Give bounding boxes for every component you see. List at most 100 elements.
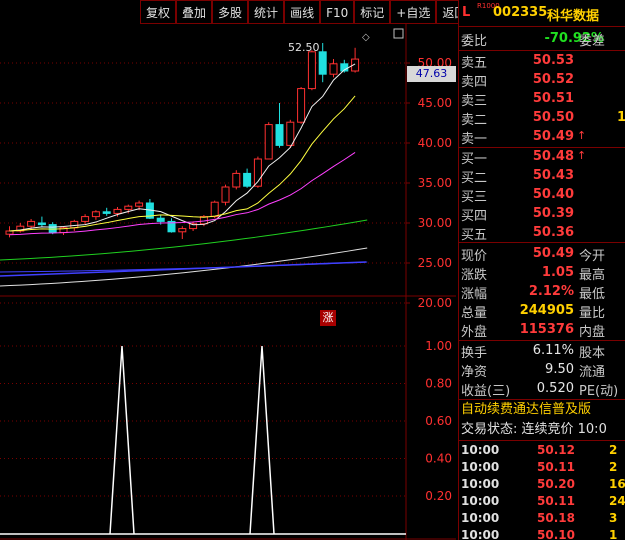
ma20-line [9, 152, 356, 236]
tick-price: 50.12 [537, 443, 575, 457]
buy-level-row[interactable]: 买三 50.40 [459, 185, 625, 205]
quote-stat-label: 总量 [461, 306, 488, 321]
buy-level-row[interactable]: 买五 50.36 [459, 223, 625, 243]
quote-stat-label2: 量比 [579, 306, 606, 321]
level-logo: L [462, 5, 471, 20]
fund-stat-value: 9.50 [545, 362, 574, 377]
sell-level-price: 50.49 [532, 129, 574, 144]
chart-area[interactable]: 50.00 45.00 40.00 35.00 30.00 25.00 20.00 1.00 0… [0, 24, 456, 540]
f10-button[interactable]: F10 [320, 0, 355, 24]
candle-body [232, 172, 241, 188]
buy-level-row[interactable]: 买一 50.48 ↑ [459, 147, 625, 167]
candle-body [253, 158, 262, 187]
signal-spike [109, 345, 135, 535]
mark-button[interactable]: 标记 [354, 0, 391, 24]
buy-level-price: 50.36 [532, 225, 574, 240]
tick-volume: 16 [609, 477, 625, 491]
tick-time: 10:00 [461, 460, 500, 474]
tick-time: 10:00 [461, 511, 500, 525]
candle-body [124, 205, 133, 210]
sell-level-label: 卖五 [461, 56, 488, 71]
buy-level-row[interactable]: 买四 50.39 [459, 204, 625, 224]
sell-level-volume: 1 [617, 110, 625, 125]
quote-stat-value: 244905 [519, 303, 574, 318]
weicha-label: 委差 [579, 34, 606, 49]
stock-header: L R1000 002335 科华数据 [459, 2, 625, 24]
overlay-button[interactable]: 叠加 [176, 0, 213, 24]
indicator-axis-label: 0.40 [425, 452, 452, 466]
tick-price: 50.18 [537, 511, 575, 525]
price-axis-label: 40.00 [418, 136, 452, 150]
candle-body [221, 186, 230, 203]
ma60-line [0, 219, 368, 261]
draw-line-button[interactable]: 画线 [284, 0, 321, 24]
chart-toolbar: 复权 叠加 多股 统计 画线 F10 标记 +自选 返回 [140, 0, 473, 24]
ma250-line [0, 261, 367, 277]
divider [459, 440, 625, 441]
candle-body [189, 223, 198, 230]
candle-body [318, 51, 327, 75]
fund-stat-label: 净资 [461, 365, 488, 380]
quote-stat-label2: 今开 [579, 249, 606, 264]
expand-icon[interactable] [393, 28, 404, 39]
fuquan-button[interactable]: 复权 [140, 0, 177, 24]
sell-level-price: 50.52 [532, 72, 574, 87]
tick-row[interactable]: 10:00 50.20 16 [459, 476, 625, 494]
sell-level-row[interactable]: 卖五 50.53 [459, 51, 625, 71]
tick-row[interactable]: 10:00 50.18 3 [459, 510, 625, 528]
ma5-line [9, 63, 356, 232]
sell-level-row[interactable]: 卖二 50.50 1 [459, 108, 625, 128]
weibi-label: 委比 [461, 34, 488, 49]
add-watchlist-button[interactable]: +自选 [390, 0, 437, 24]
divider [459, 26, 625, 27]
sell-level-row[interactable]: 卖三 50.51 [459, 89, 625, 109]
sell-level-row[interactable]: 卖一 50.49 ↑ [459, 127, 625, 147]
statistics-button[interactable]: 统计 [248, 0, 285, 24]
sell-level-price: 50.51 [532, 91, 574, 106]
tick-time: 10:00 [461, 494, 500, 508]
quote-stat-row: 涨幅 2.12% 最低 [459, 282, 625, 302]
tick-price: 50.11 [537, 460, 575, 474]
fund-stat-label2: 流通 [579, 365, 606, 380]
quote-stat-label2: 内盘 [579, 325, 606, 340]
promo-marquee[interactable]: 自动续费通达信普及版 [461, 402, 592, 417]
buy-level-label: 买五 [461, 228, 488, 243]
sell-level-label: 卖三 [461, 94, 488, 109]
tick-row[interactable]: 10:00 50.10 1 [459, 527, 625, 540]
candle-body [156, 217, 165, 222]
indicator-axis-label: 0.60 [425, 414, 452, 428]
multi-stock-button[interactable]: 多股 [212, 0, 249, 24]
tick-volume: 24 [609, 494, 625, 508]
tick-price: 50.20 [537, 477, 575, 491]
buy-level-label: 买四 [461, 209, 488, 224]
candle-body [81, 216, 90, 222]
tick-row[interactable]: 10:00 50.11 24 [459, 493, 625, 511]
tick-time: 10:00 [461, 528, 500, 540]
sell-level-label: 卖四 [461, 75, 488, 90]
quote-stat-value: 2.12% [528, 284, 574, 299]
fund-stat-value: 0.520 [536, 381, 574, 396]
candle-body [275, 124, 284, 146]
buy-level-price: 50.39 [532, 206, 574, 221]
candle-body [113, 208, 122, 214]
stock-name: 科华数据 [547, 9, 600, 24]
candle-body [27, 220, 36, 227]
kline-chart[interactable]: 50.0045.0040.0035.0030.0025.0020.001.000… [0, 24, 456, 540]
candle-body [135, 202, 144, 207]
fund-stat-row: 净资 9.50 流通 [459, 360, 625, 380]
sell-level-row[interactable]: 卖四 50.52 [459, 70, 625, 90]
sell-level-price: 50.50 [532, 110, 574, 125]
tick-row[interactable]: 10:00 50.11 2 [459, 459, 625, 477]
quote-stat-label: 涨跌 [461, 268, 488, 283]
fund-stat-label: 换手 [461, 346, 488, 361]
trading-status: 交易状态: 连续竞价 10:0 [461, 422, 607, 437]
candle-body [351, 58, 360, 72]
buy-level-row[interactable]: 买二 50.43 [459, 166, 625, 186]
limit-up-marker: 涨 [320, 310, 336, 326]
buy-level-label: 买一 [461, 152, 488, 167]
tick-row[interactable]: 10:00 50.12 2 [459, 442, 625, 460]
divider [459, 340, 625, 341]
sell-level-label: 卖一 [461, 132, 488, 147]
fund-stat-row: 收益(三) 0.520 PE(动) [459, 379, 625, 399]
